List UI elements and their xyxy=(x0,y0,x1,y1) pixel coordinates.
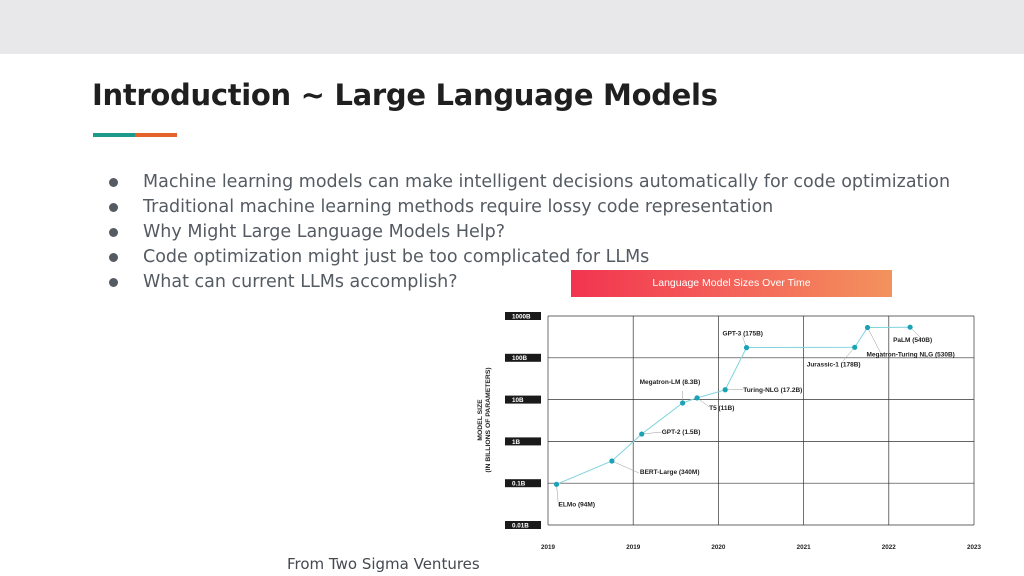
source-credit: From Two Sigma Ventures xyxy=(287,555,480,573)
x-tick-label: 2019 xyxy=(626,544,641,551)
bullet-text: Why Might Large Language Models Help? xyxy=(143,222,506,242)
point-leader-line xyxy=(842,347,855,362)
y-tick-label: 100B xyxy=(512,355,528,362)
data-point-label: T5 (11B) xyxy=(709,405,734,412)
y-tick-label: 0.01B xyxy=(512,522,529,529)
y-tick-label: 10B xyxy=(512,397,524,404)
y-axis-title: MODEL SIZE(IN BILLIONS OF PARAMETERS) xyxy=(477,367,492,472)
y-tick-tab xyxy=(505,395,541,404)
data-point-label: BERT-Large (340M) xyxy=(640,469,700,476)
data-point-label: Megatron-Turing NLG (530B) xyxy=(867,352,955,359)
point-leader-line xyxy=(909,327,923,340)
data-point-label: GPT-3 (175B) xyxy=(723,331,763,338)
y-axis-title-line: (IN BILLIONS OF PARAMETERS) xyxy=(485,367,492,472)
bullet-item: Why Might Large Language Models Help? xyxy=(108,220,950,245)
data-point xyxy=(864,324,871,331)
y-tick-tab xyxy=(505,437,541,446)
data-point-label: Megatron-LM (8.3B) xyxy=(640,379,701,386)
bullet-text: Code optimization might just be too comp… xyxy=(143,247,650,267)
y-tick-tab xyxy=(505,479,541,488)
title-accent-orange xyxy=(135,133,177,137)
data-point xyxy=(639,431,645,437)
data-point xyxy=(609,458,615,464)
bullet-dot-icon xyxy=(109,203,118,212)
data-point xyxy=(694,395,700,401)
data-point-label: Turing-NLG (17.2B) xyxy=(743,387,802,394)
top-bar xyxy=(0,0,1024,54)
point-leader-line xyxy=(641,431,662,435)
x-tick-label: 2019 xyxy=(541,544,556,551)
x-tick-label: 2021 xyxy=(797,544,812,551)
point-leader-line xyxy=(867,327,882,355)
point-leader-line xyxy=(556,484,559,507)
bullet-dot-icon xyxy=(109,178,118,187)
bullet-list: Machine learning models can make intelli… xyxy=(108,170,950,295)
data-point-label: PaLM (540B) xyxy=(893,337,932,344)
series-line xyxy=(556,326,911,485)
y-tick-tab xyxy=(505,521,541,529)
bullet-item: Traditional machine learning methods req… xyxy=(108,195,950,220)
chart-title: Language Model Sizes Over Time xyxy=(571,270,892,297)
bullet-dot-icon xyxy=(109,278,118,287)
model-size-chart: 1000B 100B 10B 1B 0.1B 0.01B 2019 2019 2020 2021 2… xyxy=(477,312,982,551)
y-tick-label: 1B xyxy=(512,439,521,446)
data-point xyxy=(680,400,686,406)
bullet-text: Traditional machine learning methods req… xyxy=(143,197,774,217)
bullet-item: Code optimization might just be too comp… xyxy=(108,245,950,270)
x-tick-label: 2022 xyxy=(882,544,897,551)
data-point xyxy=(722,387,728,393)
data-point xyxy=(553,481,560,487)
data-point-label: GPT-2 (1.5B) xyxy=(662,429,701,436)
y-tick-label: 0.1B xyxy=(512,481,526,488)
bullet-text: What can current LLMs accomplish? xyxy=(143,272,458,292)
y-tick-tab xyxy=(505,312,541,320)
x-tick-label: 2020 xyxy=(711,544,726,551)
x-tick-label: 2023 xyxy=(967,544,982,551)
point-leader-line xyxy=(611,460,640,474)
bullet-text: Machine learning models can make intelli… xyxy=(143,172,951,192)
title-accent-teal xyxy=(93,133,135,137)
data-point-label: Jurassic-1 (178B) xyxy=(807,361,861,368)
bullet-item: What can current LLMs accomplish? xyxy=(108,270,950,295)
y-tick-tab xyxy=(505,353,541,362)
data-point xyxy=(907,324,913,330)
y-tick-label: 1000B xyxy=(512,313,531,320)
y-axis-title-line: MODEL SIZE xyxy=(477,399,484,441)
bullet-item: Machine learning models can make intelli… xyxy=(108,170,950,195)
slide-title: Introduction ~ Large Language Models xyxy=(92,78,718,112)
bullet-dot-icon xyxy=(109,253,118,262)
data-point xyxy=(852,344,858,350)
data-point-label: ELMo (94M) xyxy=(559,501,595,508)
data-point xyxy=(743,345,750,351)
bullet-dot-icon xyxy=(109,228,118,237)
